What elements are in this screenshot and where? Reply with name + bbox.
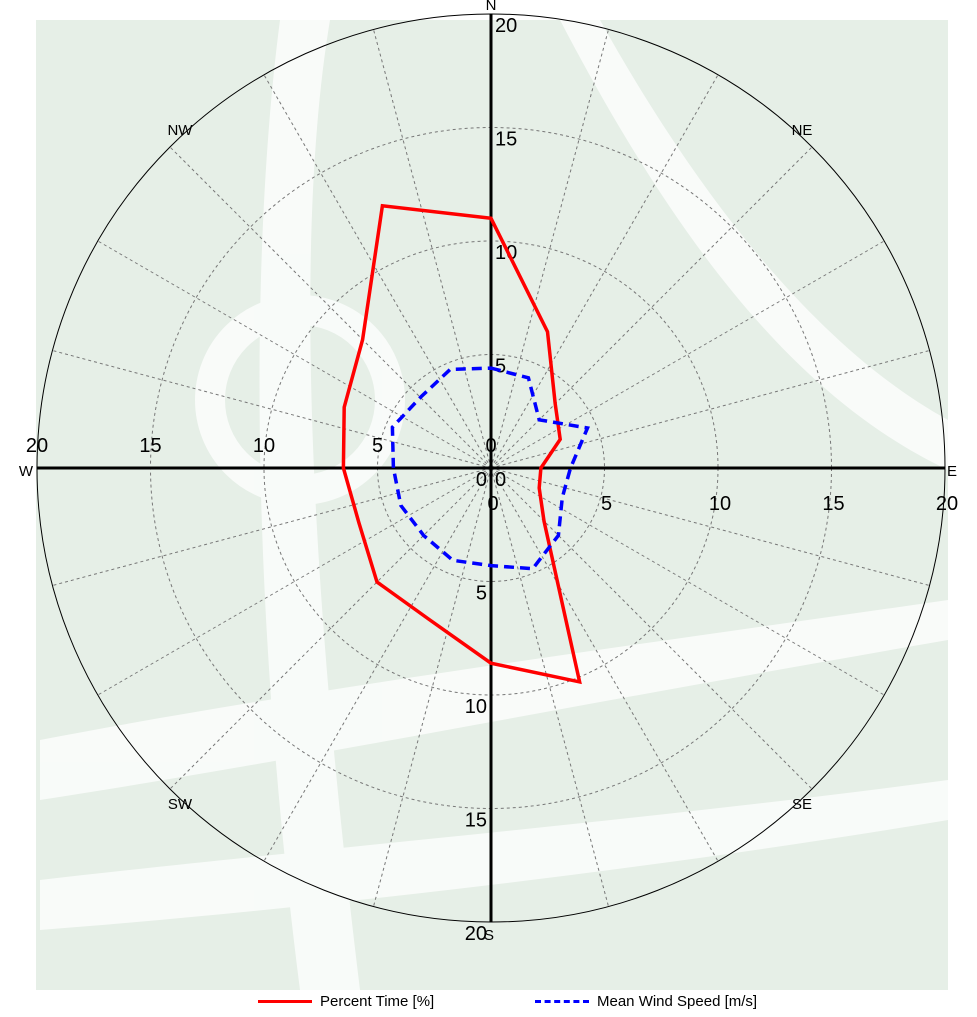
grid-spoke-255 — [52, 467, 492, 586]
tick-label-west-15: 15 — [139, 435, 161, 457]
tick-label-south-10: 10 — [465, 696, 487, 718]
grid-spoke-315 — [169, 146, 492, 469]
grid-spoke-15 — [490, 29, 609, 469]
tick-label-east-0: 0 — [487, 493, 498, 515]
legend: Percent Time [%] Mean Wind Speed [m/s] — [0, 988, 977, 1014]
compass-label-se: SE — [792, 796, 812, 813]
tick-label-south-20: 20 — [465, 923, 487, 945]
legend-swatch-mean-wind-speed — [535, 999, 589, 1003]
grid-spoke-240 — [97, 467, 492, 696]
grid-spoke-120 — [490, 467, 885, 696]
tick-label-east-20: 20 — [936, 493, 958, 515]
tick-label-east-15: 15 — [822, 493, 844, 515]
series-group — [341, 203, 590, 685]
grid-spoke-195 — [373, 467, 492, 907]
grid-spoke-105 — [490, 467, 930, 586]
legend-item-percent-time: Percent Time [%] — [258, 988, 434, 1014]
tick-label-south-5: 5 — [476, 583, 487, 605]
tick-label-north-15: 15 — [495, 129, 517, 151]
compass-label-s: S — [484, 927, 494, 944]
grid-spoke-165 — [490, 467, 609, 907]
compass-labels: N NE E SE S SW W NW — [19, 0, 957, 944]
grid-spoke-135 — [490, 467, 813, 790]
compass-label-e: E — [947, 463, 957, 480]
grid-spoke-210 — [263, 467, 492, 862]
grid-spoke-285 — [52, 350, 492, 469]
tick-label-north-5: 5 — [495, 356, 506, 378]
tick-label-south-0: 0 — [476, 469, 487, 491]
legend-item-mean-wind-speed: Mean Wind Speed [m/s] — [535, 988, 757, 1014]
grid-spoke-345 — [373, 29, 492, 469]
compass-label-n: N — [486, 0, 497, 14]
grid-spoke-300 — [97, 240, 492, 469]
tick-label-east-10: 10 — [709, 493, 731, 515]
grid-spoke-150 — [490, 467, 719, 862]
background-watermark — [40, 20, 948, 990]
grid-spoke-330 — [263, 74, 492, 469]
tick-label-east-5: 5 — [601, 493, 612, 515]
grid-spoke-75 — [490, 350, 930, 469]
compass-label-w: W — [19, 463, 34, 480]
tick-label-west-10: 10 — [253, 435, 275, 457]
tick-label-north-20: 20 — [495, 15, 517, 37]
axes — [37, 14, 945, 922]
compass-label-sw: SW — [168, 796, 193, 813]
tick-label-north-0: 0 — [495, 469, 506, 491]
tick-label-west-20: 20 — [26, 435, 48, 457]
grid-spoke-225 — [169, 467, 492, 790]
tick-label-west-0: 0 — [485, 435, 496, 457]
legend-label-mean-wind-speed: Mean Wind Speed [m/s] — [597, 992, 758, 1010]
compass-label-nw: NW — [167, 122, 193, 139]
legend-swatch-percent-time — [258, 999, 312, 1003]
compass-label-ne: NE — [792, 122, 813, 139]
legend-label-percent-time: Percent Time [%] — [320, 992, 435, 1010]
tick-label-west-5: 5 — [372, 435, 383, 457]
grid-spoke-30 — [490, 74, 719, 469]
tick-label-south-15: 15 — [465, 810, 487, 832]
grid-spoke-60 — [490, 240, 885, 469]
grid-spoke-45 — [490, 146, 813, 469]
